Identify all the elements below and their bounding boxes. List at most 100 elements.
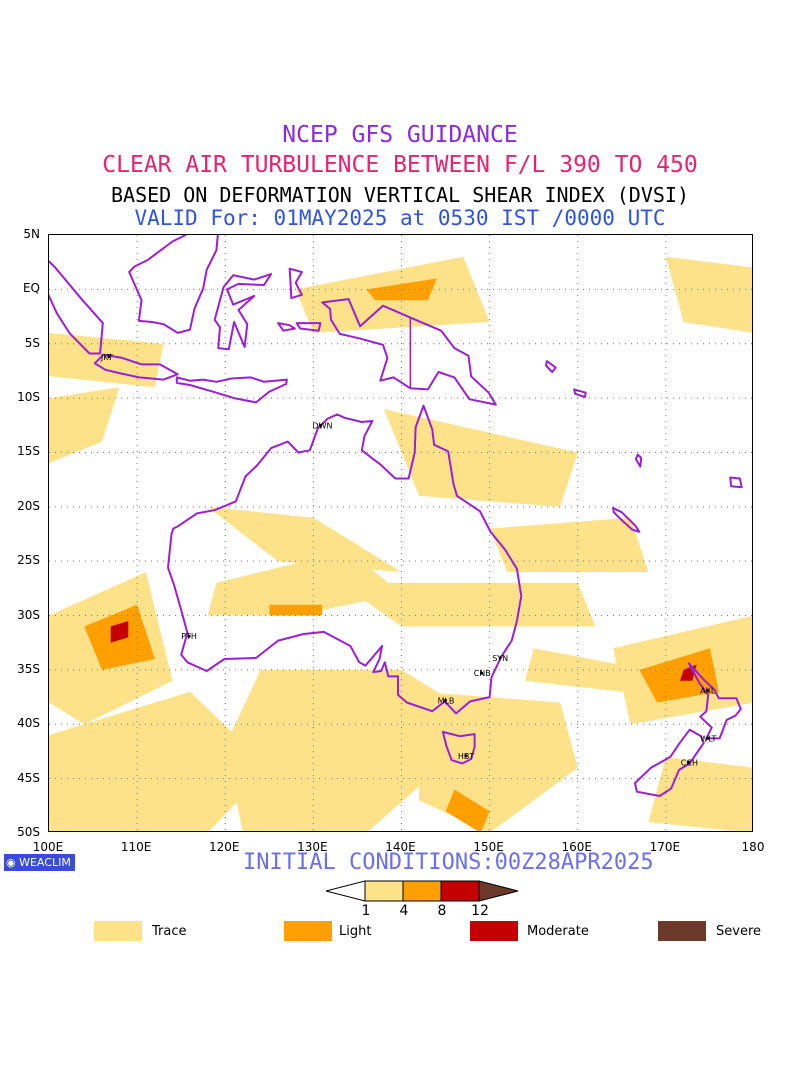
city-label: CCH [681,758,698,767]
legend-label-light: Light [339,924,372,939]
turbulence-map: JKT DWN PTH SYN CNB MLB HBT AKL WLT CCH [48,234,753,832]
valid-time: VALID For: 01MAY2025 at 0530 IST /0000 U… [134,206,666,230]
legend-label-trace: Trace [152,924,187,939]
lat-label: 5N [23,227,40,241]
coastline [612,506,641,533]
lat-label: 5S [24,335,40,350]
map-gridlines [49,235,752,831]
title-line-3: BASED ON DEFORMATION VERTICAL SHEAR INDE… [111,183,689,207]
coastline [573,388,587,398]
colorbar-trace [364,880,404,902]
lon-label: 180 [741,840,765,854]
lon-label: 140E [385,840,416,854]
lat-label: 20S [17,498,40,513]
city-marker [107,355,111,359]
trace-area [207,506,402,573]
colorbar-tick-8: 8 [437,903,447,919]
logo-icon: ◉ [6,856,16,869]
coastline [545,360,557,373]
initial-conditions: INITIAL CONDITIONS:00Z28APR2025 [243,850,654,875]
city-label: MLB [438,696,455,705]
legend-swatch-trace [94,921,142,941]
city-label: JKT [100,353,113,362]
city-marker [480,671,484,675]
legend-swatch-light [284,921,332,941]
trace-area [339,582,596,627]
coastlines [49,235,743,797]
colorbar-tick-12: 12 [471,903,489,919]
colorbar-below [325,880,366,902]
legend-label-moderate: Moderate [527,924,589,939]
trace-area [489,517,649,573]
colorbar-severe [478,880,519,902]
lat-label: EQ [22,281,40,296]
coastline [295,322,322,332]
coastline [128,235,219,334]
coastline [441,730,476,765]
lat-label: 30S [17,607,40,622]
lon-label: 150E [473,840,504,854]
city-marker [706,736,710,740]
city-marker [464,754,468,758]
city-label: DWN [312,421,332,430]
city-marker [498,656,502,660]
light-area [269,604,323,616]
light-area [639,648,719,703]
lat-label: 25S [17,553,40,568]
lon-label: 120E [209,840,240,854]
lat-label: 50S [17,825,40,839]
city-label: HBT [458,752,475,761]
lon-label: 110E [120,840,152,854]
lat-label: 10S [17,390,40,405]
lon-label: 170E [649,840,681,854]
coastline [277,322,296,332]
city-label: CNB [474,669,491,678]
coastline [288,267,303,300]
coastline [687,662,742,740]
trace-area [49,691,270,831]
title-line-2: CLEAR AIR TURBULENCE BETWEEN F/L 390 TO … [102,152,698,178]
light-area [445,789,490,831]
city-label: PTH [181,632,197,641]
trace-area [648,756,752,831]
coastline [213,273,273,351]
colorbar-moderate [440,880,480,902]
trace-area [665,256,752,333]
lat-label: 35S [17,661,40,676]
title-line-1: NCEP GFS GUIDANCE [282,122,518,148]
city-label: WLT [700,734,716,743]
city-marker [444,698,448,702]
colorbar [325,880,519,902]
city-marker [687,760,691,764]
coastline [729,476,743,489]
city-marker [187,634,191,638]
lon-label: 100E [32,840,64,854]
city-marker [318,423,322,427]
trace-area [49,387,120,464]
city-marker [706,689,710,693]
colorbar-tick-4: 4 [399,903,409,919]
coastline [321,298,497,406]
trace-area [524,648,649,692]
city-label: SYN [492,654,508,663]
lon-label: 130E [297,840,328,854]
colorbar-tick-1: 1 [361,903,371,919]
legend-swatch-severe [658,921,706,941]
colorbar-light [402,880,442,902]
lat-label: 15S [17,444,40,459]
coastline [175,376,288,404]
badge-text: WEACLIM [19,856,71,869]
city-label: AKL [700,687,716,696]
legend-label-severe: Severe [716,924,761,939]
coastline [49,260,104,355]
weaclim-badge: ◉ WEACLIM [4,854,75,871]
coastline [634,453,643,468]
moderate-area [110,621,129,643]
trace-area [49,332,164,388]
legend-swatch-moderate [470,921,518,941]
lon-label: 160E [561,840,593,854]
coastline [93,353,179,381]
trace-area [419,691,578,831]
